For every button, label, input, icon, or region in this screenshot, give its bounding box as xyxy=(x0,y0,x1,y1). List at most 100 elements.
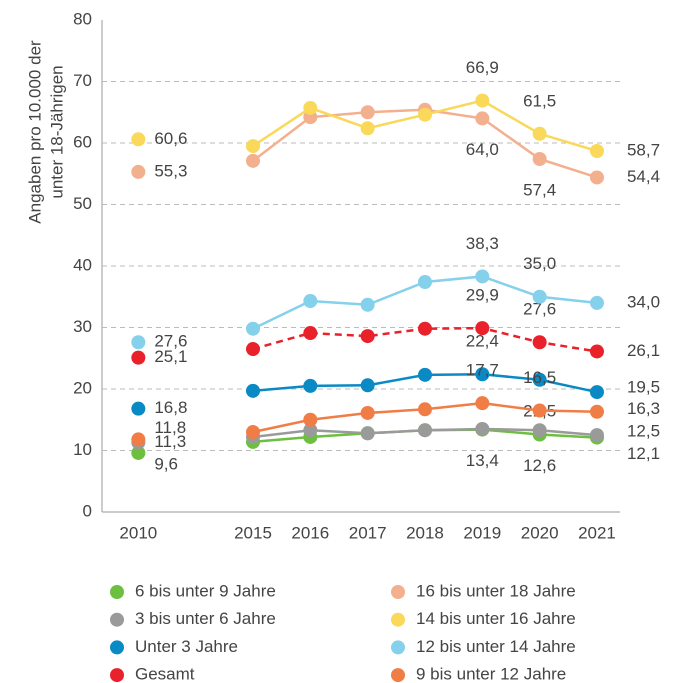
data-label: 29,9 xyxy=(466,286,499,305)
y-tick-label: 60 xyxy=(73,132,92,151)
x-tick-label: 2010 xyxy=(119,523,157,542)
data-point xyxy=(417,402,432,417)
data-point xyxy=(246,342,260,357)
data-point xyxy=(589,404,604,419)
data-point xyxy=(360,329,375,344)
data-point xyxy=(532,151,547,166)
data-point xyxy=(360,378,375,393)
data-point xyxy=(303,294,318,309)
data-point xyxy=(532,423,547,438)
data-label: 55,3 xyxy=(154,161,187,180)
data-point xyxy=(131,401,146,416)
data-label: 16,5 xyxy=(523,368,556,387)
x-tick-label: 2015 xyxy=(234,523,272,542)
data-point xyxy=(475,367,490,382)
data-point xyxy=(246,383,260,398)
data-point xyxy=(246,153,260,168)
legend-label: 9 bis unter 12 Jahre xyxy=(416,665,566,683)
data-point xyxy=(589,143,604,158)
data-point xyxy=(532,403,547,418)
data-point xyxy=(131,335,146,350)
data-point xyxy=(246,139,260,154)
data-point xyxy=(417,107,432,122)
data-label: 11,8 xyxy=(154,418,186,437)
x-tick-label: 2016 xyxy=(291,523,329,542)
data-point xyxy=(417,423,432,438)
legend-marker xyxy=(391,668,405,683)
legend-label: Gesamt xyxy=(135,665,195,683)
y-axis-label: Angaben pro 10.000 der xyxy=(25,40,44,224)
legend-label: 16 bis unter 18 Jahre xyxy=(416,581,576,600)
data-point xyxy=(589,428,604,443)
data-label: 11,3 xyxy=(154,432,186,451)
legend-marker xyxy=(110,585,124,599)
data-point xyxy=(360,297,375,312)
y-tick-label: 20 xyxy=(73,378,92,397)
legend-marker xyxy=(110,668,124,683)
legend-label: 3 bis unter 6 Jahre xyxy=(135,609,276,628)
y-tick-label: 50 xyxy=(73,194,92,213)
data-label: 17,7 xyxy=(466,361,499,380)
x-tick-label: 2019 xyxy=(463,523,501,542)
data-point xyxy=(131,350,146,365)
data-label: 57,4 xyxy=(523,180,556,199)
data-point xyxy=(532,126,547,141)
legend-marker xyxy=(391,585,405,599)
y-tick-label: 30 xyxy=(73,317,92,336)
x-tick-label: 2017 xyxy=(349,523,387,542)
legend-marker xyxy=(391,612,405,627)
data-point xyxy=(360,121,375,136)
data-label: 12,1 xyxy=(627,444,660,463)
data-point xyxy=(131,164,146,179)
data-point xyxy=(532,335,547,350)
y-tick-label: 0 xyxy=(83,501,92,520)
legend-marker xyxy=(110,640,124,655)
data-point xyxy=(303,100,318,115)
legend-label: 6 bis unter 9 Jahre xyxy=(135,581,276,600)
data-label: 25,1 xyxy=(154,347,187,366)
data-point xyxy=(532,372,547,387)
data-point xyxy=(417,274,432,289)
data-label: 12,6 xyxy=(523,456,556,475)
data-label: 34,0 xyxy=(627,292,660,311)
y-axis-label: unter 18-Jährigen xyxy=(47,65,66,198)
legend-label: Unter 3 Jahre xyxy=(135,637,238,656)
data-point xyxy=(303,326,318,341)
data-point xyxy=(303,378,318,393)
y-tick-label: 10 xyxy=(73,440,92,459)
data-point xyxy=(360,105,375,120)
data-point xyxy=(303,423,318,438)
data-label: 54,4 xyxy=(627,167,660,186)
y-tick-label: 40 xyxy=(73,255,92,274)
data-point xyxy=(475,269,490,284)
data-point xyxy=(303,412,318,427)
y-tick-label: 70 xyxy=(73,71,92,90)
data-point xyxy=(589,295,604,310)
data-point xyxy=(475,93,490,108)
data-label: 27,6 xyxy=(154,332,187,351)
legend-marker xyxy=(391,640,405,655)
data-label: 22,4 xyxy=(466,332,499,351)
data-point xyxy=(131,445,146,460)
data-label: 64,0 xyxy=(466,140,499,159)
data-label: 16,8 xyxy=(154,398,187,417)
data-point xyxy=(417,321,432,336)
data-point xyxy=(417,367,432,382)
data-point xyxy=(131,132,146,147)
data-label: 16,3 xyxy=(627,399,660,418)
x-tick-label: 2021 xyxy=(578,523,616,542)
x-tick-label: 2020 xyxy=(521,523,559,542)
data-point xyxy=(589,344,604,359)
data-label: 9,6 xyxy=(154,454,178,473)
x-tick-label: 2018 xyxy=(406,523,444,542)
data-point xyxy=(360,405,375,420)
data-label: 12,5 xyxy=(627,422,660,441)
data-point xyxy=(360,426,375,441)
data-label: 58,7 xyxy=(627,140,660,159)
data-point xyxy=(589,385,604,400)
data-point xyxy=(246,425,260,440)
data-point xyxy=(475,421,490,436)
data-point xyxy=(589,170,604,185)
data-point xyxy=(131,432,146,447)
